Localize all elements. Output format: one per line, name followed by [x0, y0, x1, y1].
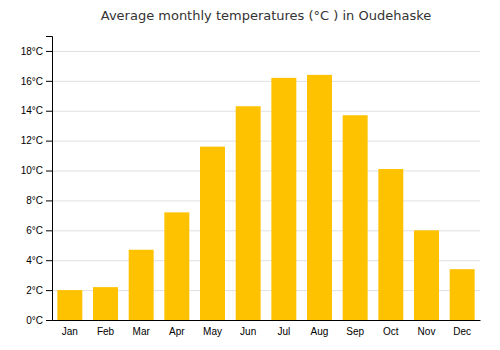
tick-mark: [46, 230, 52, 231]
y-tick: 18°C: [21, 46, 52, 57]
y-tick: 10°C: [21, 165, 52, 176]
y-tick: 2°C: [26, 285, 52, 296]
y-tick: 14°C: [21, 105, 52, 116]
tick-label: Apr: [169, 326, 185, 337]
tick-label: 0°C: [26, 315, 43, 326]
y-tick: 16°C: [21, 76, 52, 87]
tick-label: Jan: [62, 326, 78, 337]
bar: [414, 230, 439, 320]
tick-mark: [46, 81, 52, 82]
tick-label: May: [203, 326, 222, 337]
tick-label: Jun: [240, 326, 256, 337]
y-tick: 12°C: [21, 135, 52, 146]
bar: [200, 147, 225, 320]
grid-tick: [52, 141, 480, 142]
y-tick: 4°C: [26, 255, 52, 266]
title: Average monthly temperatures (°C ) in Ou…: [101, 8, 432, 23]
tick-label: Nov: [418, 326, 436, 337]
grid-line: [52, 111, 480, 112]
tick-label: 4°C: [26, 255, 43, 266]
grid-tick: [52, 111, 480, 112]
x-tick: Jul: [277, 326, 290, 337]
grid-tick: [52, 81, 480, 82]
axis-line: [53, 320, 481, 321]
tick-mark: [46, 111, 52, 112]
chart-container: 0°C 2°C 4°C 6°C 8°C 10°C 12°C 14°C 16°C 18°C Jan Fe…: [0, 0, 500, 350]
bar: [343, 115, 368, 320]
tick-mark: [46, 320, 52, 321]
tick-mark: [46, 141, 52, 142]
tick-label: Jul: [277, 326, 290, 337]
grid-tick: [52, 200, 480, 201]
x-tick: Dec: [453, 326, 471, 337]
bars: [57, 75, 474, 320]
bar: [378, 169, 403, 320]
chart: 0°C 2°C 4°C 6°C 8°C 10°C 12°C 14°C 16°C 18°C Jan Fe…: [0, 0, 500, 350]
grid-line: [52, 200, 480, 201]
x-tick: Nov: [418, 326, 436, 337]
grid-line: [52, 171, 480, 172]
bar: [129, 250, 154, 320]
grid-line: [52, 320, 480, 321]
tick-label: 12°C: [21, 135, 43, 146]
x-tick: May: [203, 326, 222, 337]
tick-label: Dec: [453, 326, 471, 337]
grid-line: [52, 81, 480, 82]
grid-tick: [52, 171, 480, 172]
x-tick: Mar: [133, 326, 151, 337]
x-tick: Oct: [383, 326, 399, 337]
bar: [307, 75, 332, 320]
tick-label: Feb: [97, 326, 115, 337]
y-axis: 0°C 2°C 4°C 6°C 8°C 10°C 12°C 14°C 16°C 18°C: [21, 37, 53, 326]
x-tick: Jan: [62, 326, 78, 337]
axis-line: [46, 37, 53, 321]
y-tick: 6°C: [26, 225, 52, 236]
x-tick: Sep: [346, 326, 364, 337]
bar: [236, 106, 261, 320]
tick-label: Aug: [311, 326, 329, 337]
tick-label: 10°C: [21, 165, 43, 176]
bar: [450, 269, 475, 320]
tick-label: 18°C: [21, 46, 43, 57]
x-tick: Jun: [240, 326, 256, 337]
tick-label: Sep: [346, 326, 364, 337]
bar: [57, 290, 82, 320]
x-tick: Aug: [311, 326, 329, 337]
y-tick: 0°C: [26, 315, 52, 326]
tick-mark: [46, 171, 52, 172]
grid-tick: [52, 320, 480, 321]
bar: [271, 78, 296, 320]
y-tick: 8°C: [26, 195, 52, 206]
plot: 0°C 2°C 4°C 6°C 8°C 10°C 12°C 14°C 16°C 18°C Jan Fe…: [21, 37, 481, 338]
x-axis: Jan Feb Mar Apr May Jun Jul Aug Sep Oct Nov Dec: [53, 321, 481, 338]
grid: [52, 51, 480, 320]
bar: [93, 287, 118, 320]
x-tick: Apr: [169, 326, 185, 337]
tick-label: Mar: [133, 326, 151, 337]
tick-mark: [46, 51, 52, 52]
tick-label: Oct: [383, 326, 399, 337]
tick-mark: [46, 200, 52, 201]
bar: [164, 212, 189, 320]
tick-mark: [46, 260, 52, 261]
x-tick: Feb: [97, 326, 115, 337]
grid-line: [52, 51, 480, 52]
grid-tick: [52, 51, 480, 52]
tick-label: 6°C: [26, 225, 43, 236]
tick-label: 14°C: [21, 105, 43, 116]
tick-label: 16°C: [21, 76, 43, 87]
tick-mark: [46, 290, 52, 291]
grid-line: [52, 141, 480, 142]
tick-label: 8°C: [26, 195, 43, 206]
tick-label: 2°C: [26, 285, 43, 296]
